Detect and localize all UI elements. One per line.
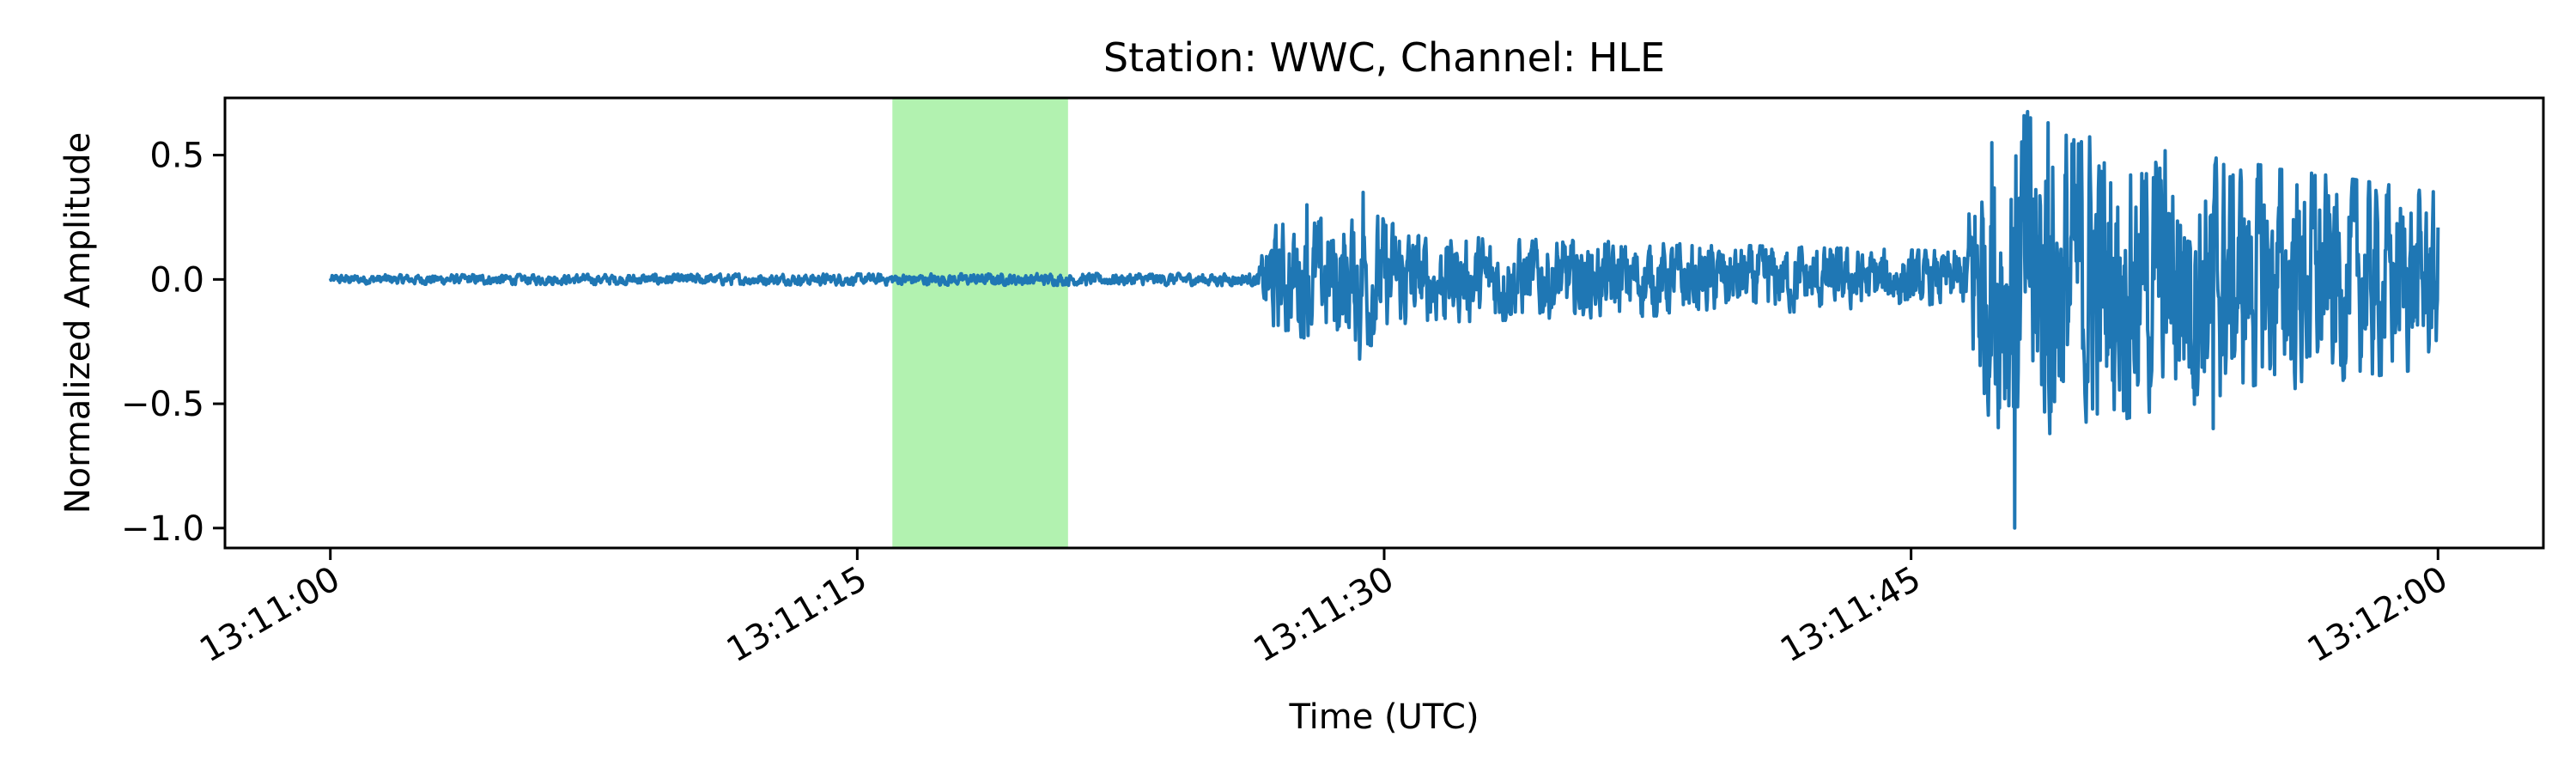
x-tick-label: 13:11:00	[193, 559, 347, 671]
series-layer	[328, 110, 2440, 530]
y-tick-label: −0.5	[121, 385, 204, 424]
y-axis-label: Normalized Amplitude	[58, 132, 98, 514]
x-tick-label: 13:12:00	[2301, 559, 2455, 671]
x-tick-label: 13:11:45	[1774, 559, 1928, 671]
chart-title: Station: WWC, Channel: HLE	[1103, 34, 1665, 81]
x-tick-label: 13:11:15	[720, 559, 874, 671]
plot-area	[223, 96, 2545, 550]
y-axis: 0.5 0.0 −0.5 −1.0	[121, 137, 225, 549]
y-tick-label: −1.0	[121, 509, 204, 549]
waveform-line	[328, 110, 2440, 530]
y-tick-label: 0.0	[149, 260, 204, 300]
y-tick-label: 0.5	[149, 137, 204, 176]
highlight-window	[892, 98, 1068, 548]
x-axis: 13:11:00 13:11:15 13:11:30 13:11:45 13:12:00	[193, 548, 2454, 670]
x-tick-label: 13:11:30	[1247, 559, 1400, 671]
x-axis-label: Time (UTC)	[1288, 697, 1479, 737]
